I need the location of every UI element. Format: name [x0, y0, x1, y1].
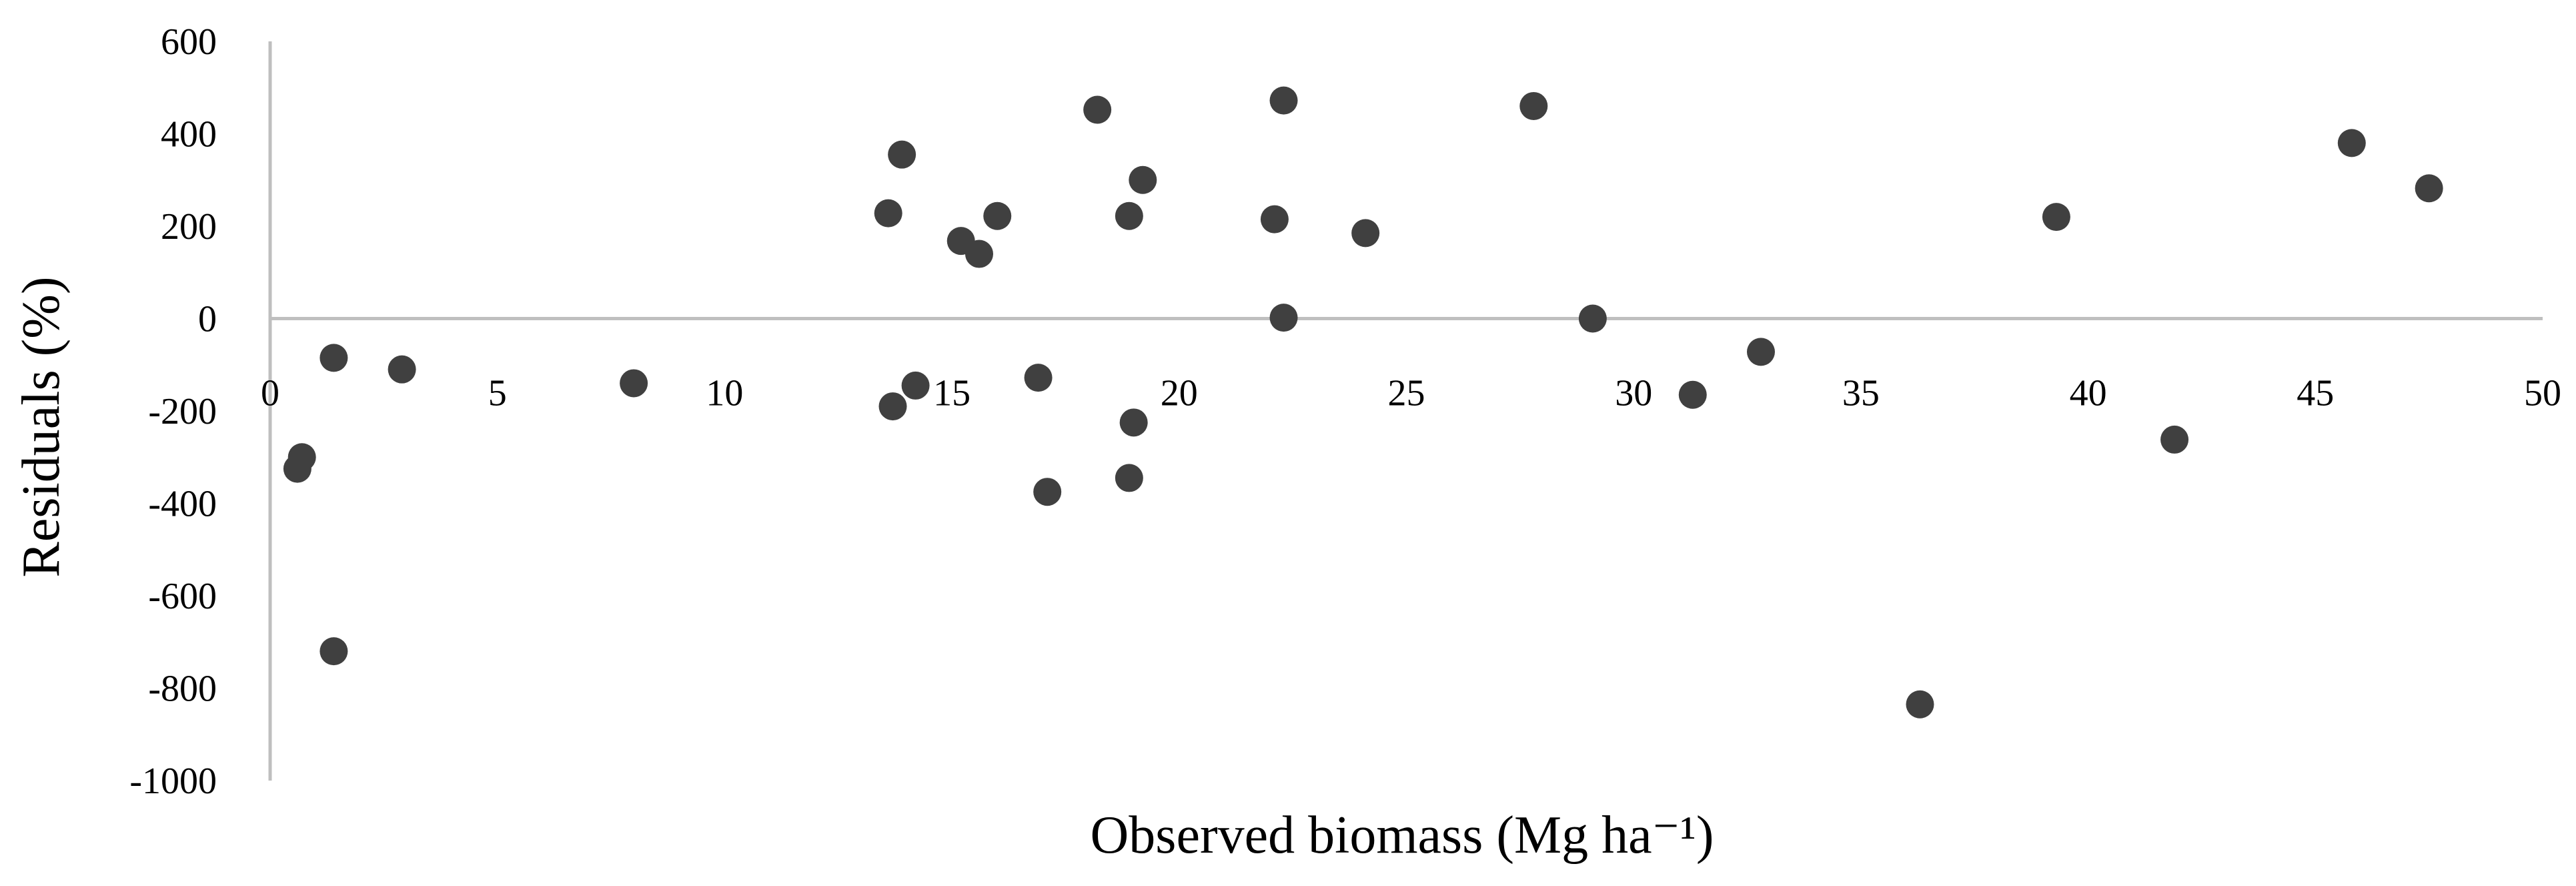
data-point [874, 199, 902, 228]
x-tick-label: 0 [261, 373, 279, 414]
data-point [287, 443, 316, 472]
data-point [1115, 201, 1143, 230]
data-point [878, 392, 907, 421]
data-point [620, 369, 648, 398]
data-point [2042, 203, 2070, 232]
data-points [283, 86, 2443, 719]
y-tick-label: -1000 [129, 761, 217, 802]
data-point [1746, 338, 1775, 366]
data-point [1269, 86, 1298, 115]
data-point [2160, 425, 2189, 454]
data-point [1578, 304, 1607, 333]
x-axis: 0 5 10 15 20 25 30 35 40 45 50 [261, 317, 2561, 414]
data-point [1519, 91, 1548, 120]
y-axis-title: Residuals (%) [12, 276, 71, 577]
data-point [2337, 129, 2366, 157]
x-tick-label: 40 [2070, 373, 2107, 414]
y-tick-label: -200 [148, 391, 217, 432]
data-point [1260, 205, 1289, 234]
x-tick-label: 45 [2297, 373, 2334, 414]
data-point [964, 240, 993, 268]
data-point [319, 344, 348, 372]
data-point [319, 637, 348, 666]
y-tick-label: -600 [148, 576, 217, 617]
data-point [1083, 95, 1112, 124]
y-tick-label: -400 [148, 484, 217, 525]
data-point [1115, 464, 1143, 492]
data-point [1906, 690, 1934, 719]
x-tick-label: 50 [2524, 373, 2561, 414]
data-point [1024, 364, 1053, 392]
data-point [888, 140, 916, 169]
x-tick-label: 35 [1842, 373, 1880, 414]
x-tick-label: 20 [1161, 373, 1198, 414]
y-tick-label: -800 [148, 669, 217, 710]
data-point [1269, 304, 1298, 332]
data-point [983, 201, 1012, 230]
data-point [2415, 174, 2443, 203]
y-tick-label: 200 [161, 206, 217, 248]
data-point [1351, 219, 1380, 248]
y-tick-label: 600 [161, 21, 217, 63]
data-point [1119, 408, 1148, 437]
data-point [1129, 165, 1157, 194]
x-tick-label: 5 [488, 373, 507, 414]
x-axis-title: Observed biomass (Mg ha⁻¹) [1091, 806, 1714, 865]
y-axis: 600 400 200 0 -200 -400 -600 -800 -1000 [129, 21, 272, 802]
x-tick-label: 25 [1388, 373, 1425, 414]
data-point [1033, 478, 1062, 506]
data-point [1678, 380, 1707, 409]
y-tick-label: 400 [161, 114, 217, 155]
data-point [388, 355, 416, 384]
y-tick-label: 0 [198, 299, 217, 340]
x-tick-label: 30 [1615, 373, 1652, 414]
x-tick-label: 15 [933, 373, 971, 414]
x-tick-label: 10 [706, 373, 743, 414]
data-point [901, 371, 930, 400]
